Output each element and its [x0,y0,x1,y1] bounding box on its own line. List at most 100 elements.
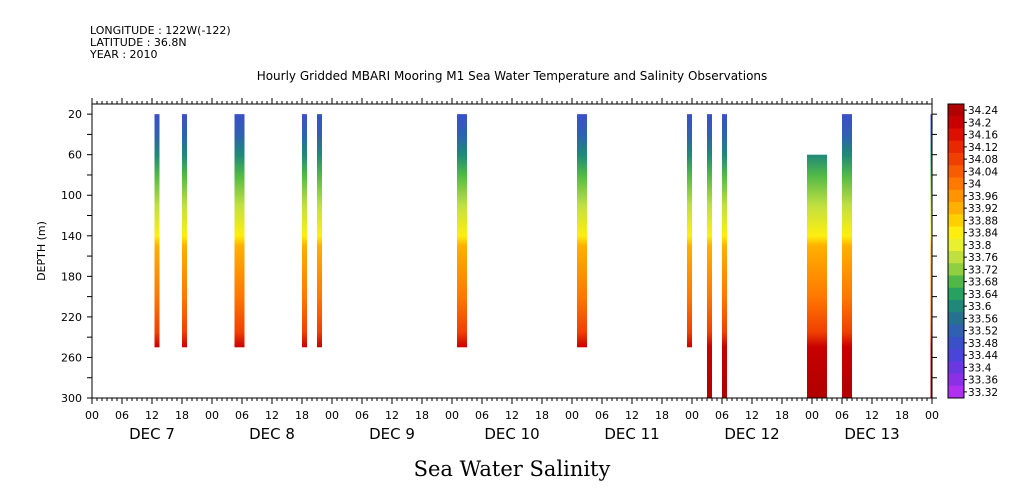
colorbar-swatch [948,202,964,215]
colorbar-label: 33.56 [968,313,998,325]
colorbar-frame [947,103,965,399]
colorbar-swatch [948,336,964,350]
colorbar-swatch [948,189,964,203]
x-tick-label: 06 [715,409,729,422]
x-tick-label: 00 [445,409,459,422]
colorbar-swatch [948,226,964,240]
chart-title: Hourly Gridded MBARI Mooring M1 Sea Wate… [257,69,768,83]
x-tick-label: 00 [565,409,579,422]
x-tick-label: 00 [805,409,819,422]
x-tick-label: 00 [925,409,939,422]
y-tick-label: 180 [61,270,82,283]
colorbar-label: 33.96 [968,191,998,203]
data-column [317,114,322,348]
x-tick-label: 00 [85,409,99,422]
x-tick-label: 12 [505,409,519,422]
colorbar-label: 33.92 [968,203,998,215]
colorbar-label: 33.72 [968,264,998,276]
colorbar-swatch [948,385,964,399]
y-tick-label: 260 [61,351,82,364]
colorbar-label: 33.6 [968,301,992,313]
latitude-label: LATITUDE : 36.8N [90,36,187,49]
x-tick-label: 00 [325,409,339,422]
colorbar-label: 33.4 [968,362,992,374]
data-column [687,114,692,348]
colorbar-swatch [948,312,964,325]
x-tick-label: 18 [775,409,789,422]
x-tick-label: 12 [145,409,159,422]
x-tick-label: 06 [355,409,369,422]
colorbar-label: 34.12 [968,142,998,154]
data-column [457,114,467,348]
colorbar-label: 33.84 [968,228,998,240]
colorbar-label: 34.04 [968,166,998,178]
colorbar-swatch [948,153,964,166]
plot-frame [91,103,933,399]
x-tick-label: 06 [595,409,609,422]
colorbar-swatch [948,177,964,191]
colorbar-swatch [948,165,964,178]
colorbar-label: 34.24 [968,105,998,117]
x-tick-label: 06 [115,409,129,422]
day-label: DEC 10 [484,425,539,443]
colorbar-swatch [948,238,964,252]
data-column [722,114,727,398]
colorbar-label: 33.68 [968,277,998,289]
colorbar-label: 34.08 [968,154,998,166]
data-column [707,114,712,398]
x-tick-label: 06 [475,409,489,422]
data-column [182,114,187,348]
colorbar: 34.2434.234.1634.1234.0834.043433.9633.9… [947,103,998,399]
colorbar-swatch [948,104,964,117]
x-tick-label: 18 [175,409,189,422]
colorbar-label: 33.52 [968,326,998,338]
colorbar-swatch [948,128,964,142]
colorbar-swatch [948,349,964,362]
day-label: DEC 11 [604,425,659,443]
x-tick-label: 18 [295,409,309,422]
day-label: DEC 8 [249,425,295,443]
data-column [842,114,852,398]
x-tick-label: 12 [385,409,399,422]
colorbar-swatch [948,373,964,387]
data-column [577,114,587,348]
x-tick-label: 18 [895,409,909,422]
x-tick-label: 18 [655,409,669,422]
colorbar-label: 33.36 [968,375,998,387]
x-tick-label: 06 [235,409,249,422]
colorbar-swatch [948,287,964,301]
day-label: DEC 12 [724,425,779,443]
x-tick-label: 00 [205,409,219,422]
x-tick-label: 12 [865,409,879,422]
y-tick-label: 20 [68,108,82,121]
colorbar-label: 33.8 [968,240,991,252]
colorbar-label: 33.88 [968,215,998,227]
y-tick-label: 100 [61,189,82,202]
colorbar-label: 34.16 [968,130,998,142]
x-tick-label: 18 [415,409,429,422]
x-tick-label: 06 [835,409,849,422]
x-tick-label: 12 [625,409,639,422]
data-column [302,114,307,348]
year-label: YEAR : 2010 [90,48,158,61]
data-column [930,114,932,398]
y-axis-label: DEPTH (m) [35,221,48,281]
colorbar-swatch [948,251,964,264]
chart-subtitle: Sea Water Salinity [414,457,611,481]
x-tick-label: 00 [685,409,699,422]
x-tick-label: 12 [745,409,759,422]
colorbar-label: 33.32 [968,387,998,399]
data-column [154,114,160,348]
colorbar-swatch [948,324,964,338]
y-tick-label: 220 [61,311,82,324]
colorbar-swatch [948,140,964,154]
colorbar-label: 33.44 [968,350,998,362]
day-label: DEC 7 [129,425,175,443]
colorbar-swatch [948,275,964,289]
y-tick-label: 60 [68,149,82,162]
colorbar-label: 33.48 [968,338,998,350]
colorbar-label: 34.2 [968,117,991,129]
day-label: DEC 13 [844,425,899,443]
